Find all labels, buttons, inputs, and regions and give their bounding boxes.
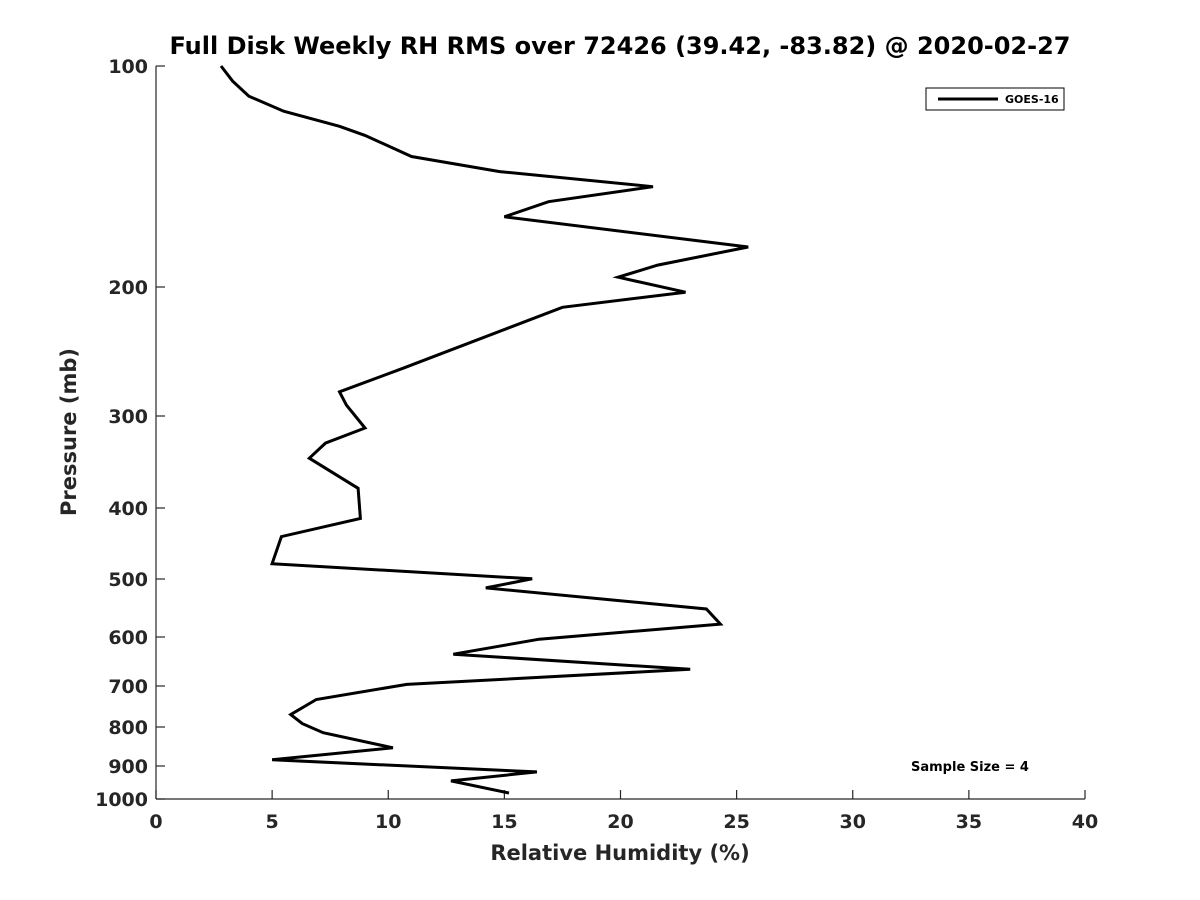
y-tick-label: 800 (108, 717, 148, 739)
x-tick-label: 10 (375, 811, 401, 833)
x-tick-label: 30 (840, 811, 866, 833)
legend: GOES-16 (925, 87, 1065, 111)
x-tick-label: 15 (491, 811, 517, 833)
x-tick-label: 0 (149, 811, 162, 833)
legend-entry-goes16: GOES-16 (1005, 93, 1059, 106)
y-tick-label: 600 (108, 627, 148, 649)
y-tick-label: 900 (108, 756, 148, 778)
plot-axes (155, 66, 1085, 800)
y-tick-label: 400 (108, 498, 148, 520)
y-tick-label: 100 (108, 56, 148, 78)
sample-size-annotation: Sample Size = 4 (911, 760, 1029, 775)
x-tick-label: 40 (1072, 811, 1098, 833)
x-tick-label: 20 (607, 811, 633, 833)
x-axis-ticks: 0 5 10 15 20 25 30 35 40 (149, 790, 1098, 833)
y-axis-ticks: 100 200 300 400 500 600 700 800 900 1000 (95, 56, 165, 811)
y-tick-label: 300 (108, 406, 148, 428)
y-tick-label: 1000 (95, 789, 148, 811)
y-axis-label: Pressure (mb) (57, 348, 81, 516)
x-axis-label: Relative Humidity (%) (490, 841, 749, 865)
y-tick-label: 700 (108, 676, 148, 698)
x-tick-label: 25 (723, 811, 749, 833)
x-tick-label: 5 (266, 811, 279, 833)
x-tick-label: 35 (956, 811, 982, 833)
y-tick-label: 500 (108, 569, 148, 591)
series-layer (219, 65, 749, 795)
y-tick-label: 200 (108, 277, 148, 299)
chart-title: Full Disk Weekly RH RMS over 72426 (39.4… (169, 32, 1070, 60)
series-line-goes-16 (219, 65, 749, 795)
